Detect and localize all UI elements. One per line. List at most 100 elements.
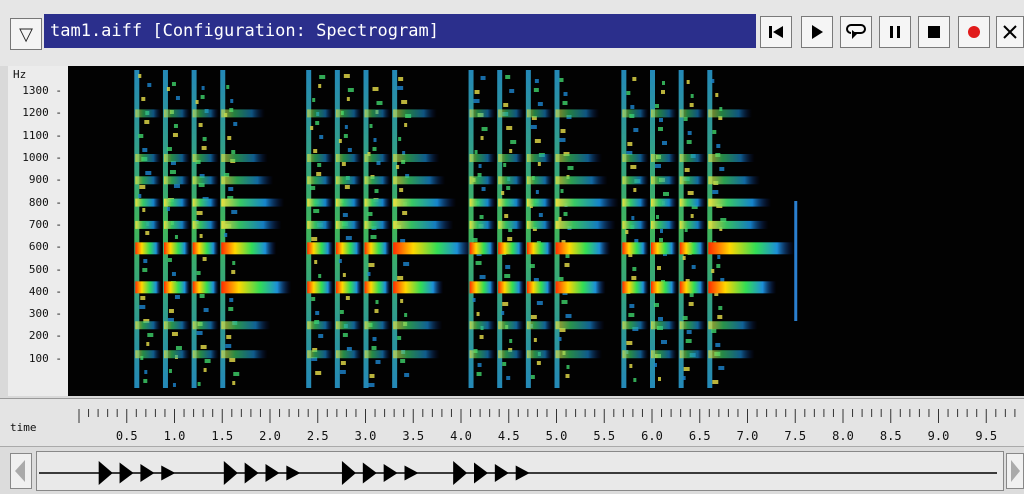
harmonic-band <box>364 242 391 255</box>
spectral-speck <box>563 92 568 96</box>
harmonic-band <box>307 242 334 255</box>
harmonic-band <box>192 198 219 207</box>
harmonic-band <box>163 109 190 118</box>
time-tick-label: 5.5 <box>593 429 616 443</box>
spectral-speck <box>476 312 480 316</box>
harmonic-band <box>622 281 649 294</box>
spectral-speck <box>344 185 350 189</box>
spectral-speck <box>143 259 148 263</box>
time-ruler[interactable]: time 0.5 1.0 1.5 2.0 2.5 3.0 3.5 4.0 4.5 5.0 5.5 6.… <box>0 398 1024 447</box>
spectral-speck <box>196 271 201 275</box>
record-button[interactable] <box>958 16 990 48</box>
harmonic-band <box>498 281 525 294</box>
overview-track[interactable] <box>36 451 1004 491</box>
play-button[interactable] <box>801 16 833 48</box>
harmonic-band <box>221 350 268 359</box>
spectral-speck <box>479 335 484 339</box>
spectral-speck <box>168 369 172 373</box>
spectral-speck <box>474 150 478 154</box>
waveform-hit <box>404 465 419 481</box>
spectral-speck <box>533 278 539 282</box>
harmonic-band <box>555 321 605 330</box>
loop-play-button[interactable] <box>840 16 872 48</box>
spectral-speck <box>345 296 350 300</box>
spectral-speck <box>530 375 535 379</box>
spectral-speck <box>310 186 316 190</box>
spectral-speck <box>140 296 146 300</box>
waveform-overview[interactable] <box>0 446 1024 494</box>
spectral-speck <box>473 99 480 103</box>
harmonic-band <box>135 242 162 255</box>
harmonic-band <box>708 281 777 294</box>
spectral-speck <box>232 261 236 265</box>
harmonic-band <box>526 281 553 294</box>
overview-scroll-right-button[interactable] <box>1006 453 1024 489</box>
spectral-speck <box>398 77 404 81</box>
harmonic-band <box>679 109 706 118</box>
spectral-speck <box>311 297 316 301</box>
harmonic-band <box>555 242 611 255</box>
transient-spike <box>794 201 798 321</box>
spectrogram-view[interactable] <box>68 66 1024 396</box>
spectral-speck <box>720 278 725 282</box>
spectral-speck <box>198 123 203 127</box>
spectral-speck <box>173 124 178 128</box>
spectral-speck <box>504 274 511 278</box>
spectral-speck <box>314 260 318 264</box>
time-tick-label: 9.0 <box>927 429 950 443</box>
harmonic-band <box>679 176 706 185</box>
spectral-speck <box>559 328 566 332</box>
spectral-speck <box>661 340 667 344</box>
harmonic-band <box>307 154 334 162</box>
strike-onset <box>678 70 684 388</box>
harmonic-band <box>555 281 606 294</box>
spectral-speck <box>203 308 209 312</box>
spectral-speck <box>690 94 694 98</box>
waveform-hit <box>244 462 259 484</box>
spectral-speck <box>173 184 180 188</box>
harmonic-band <box>622 109 649 118</box>
spectral-speck <box>632 77 637 81</box>
skip-to-start-button[interactable] <box>760 16 792 48</box>
spectral-speck <box>138 134 144 138</box>
spectral-speck <box>318 84 322 88</box>
spectral-speck <box>198 183 205 187</box>
time-tick-label: 6.0 <box>641 429 663 443</box>
harmonic-band <box>307 281 334 294</box>
harmonic-band <box>555 154 602 162</box>
spectral-speck <box>509 339 513 343</box>
frequency-tick-label: 300 - <box>28 307 62 321</box>
window-menu-button[interactable]: ▽ <box>10 18 42 50</box>
spectral-speck <box>625 230 629 234</box>
spectral-speck <box>311 237 318 241</box>
harmonic-band <box>135 198 162 207</box>
chevron-left-icon <box>15 460 25 482</box>
time-tick-label: 4.5 <box>497 429 520 443</box>
spectral-speck <box>142 208 146 212</box>
spectral-speck <box>560 129 566 133</box>
spectral-speck <box>172 383 176 387</box>
spectral-speck <box>374 309 379 313</box>
strike-onset <box>191 70 197 388</box>
spectral-speck <box>716 264 721 268</box>
spectral-speck <box>315 371 322 375</box>
spectral-speck <box>633 128 639 132</box>
harmonic-band <box>469 176 496 185</box>
overview-scroll-left-button[interactable] <box>10 453 32 489</box>
spectral-speck <box>367 212 373 216</box>
spectral-speck <box>144 120 150 124</box>
spectral-speck <box>316 172 322 176</box>
stop-button[interactable] <box>918 16 950 48</box>
spectral-speck <box>226 85 230 89</box>
spectral-speck <box>506 126 513 130</box>
spectral-speck <box>143 319 150 323</box>
pause-button[interactable] <box>879 16 911 48</box>
spectral-speck <box>558 277 564 281</box>
spectral-speck <box>174 235 178 239</box>
harmonic-band <box>469 198 496 207</box>
close-button[interactable] <box>996 16 1024 48</box>
frequency-tick-label: 1100 - <box>22 128 62 142</box>
waveform-hit <box>362 462 377 484</box>
spectral-speck <box>711 269 715 273</box>
harmonic-band <box>364 350 391 359</box>
